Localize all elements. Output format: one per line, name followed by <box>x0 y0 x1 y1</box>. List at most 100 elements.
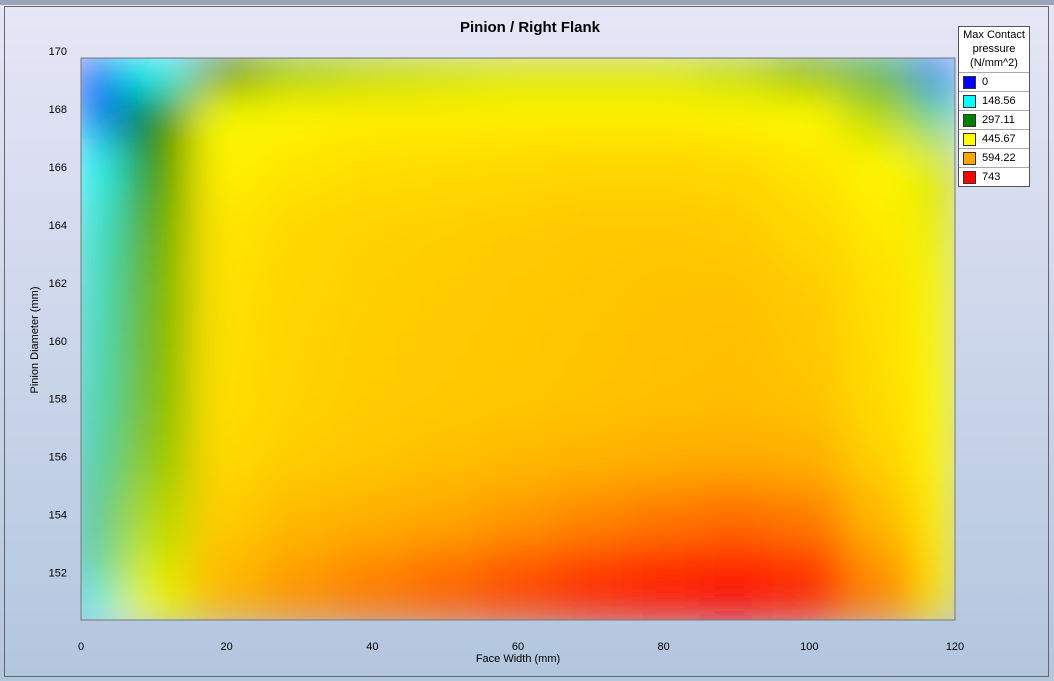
heatmap-cell <box>408 196 483 256</box>
heatmap-cell <box>553 428 628 488</box>
heatmap-cell <box>626 138 701 198</box>
heatmap-cell <box>408 590 483 620</box>
heatmap <box>81 58 955 620</box>
legend-entry: 743 <box>959 167 1029 186</box>
heatmap-cell <box>918 196 955 256</box>
heatmap-cell <box>335 428 410 488</box>
y-tick-label: 170 <box>49 46 67 58</box>
y-tick-label: 156 <box>49 452 67 464</box>
heatmap-cell <box>845 196 920 256</box>
heatmap-cell <box>81 254 118 314</box>
heatmap-cell <box>189 90 264 140</box>
heatmap-cell <box>481 58 555 92</box>
heatmap-cell <box>626 312 701 372</box>
heatmap-cell <box>481 138 555 198</box>
heatmap-cell <box>481 486 555 546</box>
heatmap-cell <box>772 590 847 620</box>
heatmap-cell <box>408 370 483 430</box>
legend-entry: 148.56 <box>959 91 1029 110</box>
y-tick-label: 160 <box>49 336 67 348</box>
heatmap-cell <box>918 590 955 620</box>
heatmap-cell <box>408 254 483 314</box>
heatmap-cell <box>553 312 628 372</box>
heatmap-cell <box>262 196 337 256</box>
heatmap-cell <box>699 428 774 488</box>
heatmap-cell <box>335 486 410 546</box>
legend-label: 148.56 <box>982 95 1016 107</box>
heatmap-cell <box>408 544 483 592</box>
heatmap-cell <box>335 138 410 198</box>
heatmap-cell <box>553 196 628 256</box>
heatmap-cell <box>699 254 774 314</box>
heatmap-cell <box>845 138 920 198</box>
heatmap-cell <box>553 544 628 592</box>
heatmap-cell <box>335 544 410 592</box>
heatmap-cell <box>189 590 264 620</box>
heatmap-cell <box>189 58 264 92</box>
heatmap-cell <box>189 486 264 546</box>
heatmap-cell <box>189 138 264 198</box>
legend: Max Contact pressure (N/mm^2) 0 148.56 297… <box>958 26 1030 187</box>
heatmap-cell <box>699 486 774 546</box>
heatmap-cell <box>262 254 337 314</box>
heatmap-cell <box>81 312 118 372</box>
y-tick-label: 158 <box>49 394 67 406</box>
y-tick-label: 164 <box>49 220 67 232</box>
heatmap-cell <box>772 544 847 592</box>
heatmap-cell <box>918 370 955 430</box>
heatmap-cell <box>335 196 410 256</box>
tab-strip <box>0 0 1054 5</box>
legend-swatch <box>963 151 976 165</box>
legend-title: Max Contact pressure (N/mm^2) <box>963 29 1025 69</box>
heatmap-cell <box>262 590 337 620</box>
heatmap-cell <box>408 486 483 546</box>
heatmap-cell <box>699 58 774 92</box>
heatmap-cell <box>626 90 701 140</box>
heatmap-cell <box>845 370 920 430</box>
legend-label: 743 <box>982 171 1001 183</box>
heatmap-cell <box>189 254 264 314</box>
heatmap-cell <box>116 58 191 92</box>
heatmap-cell <box>481 196 555 256</box>
heatmap-cell <box>845 90 920 140</box>
heatmap-cell <box>116 138 191 198</box>
legend-swatch <box>963 113 976 127</box>
heatmap-cell <box>481 590 555 620</box>
heatmap-cell <box>699 590 774 620</box>
heatmap-cell <box>626 370 701 430</box>
x-tick-label: 0 <box>78 641 84 653</box>
heatmap-cell <box>116 312 191 372</box>
heatmap-cell <box>116 590 191 620</box>
heatmap-cell <box>481 254 555 314</box>
heatmap-cell <box>918 58 955 92</box>
heatmap-cell <box>772 370 847 430</box>
x-tick-label: 100 <box>800 641 818 653</box>
legend-label: 445.67 <box>982 133 1016 145</box>
heatmap-cell <box>116 370 191 430</box>
heatmap-cell <box>772 428 847 488</box>
legend-label: 0 <box>982 76 989 88</box>
legend-label: 297.11 <box>982 114 1015 126</box>
heatmap-cell <box>699 138 774 198</box>
heatmap-cell <box>81 486 118 546</box>
x-tick-label: 80 <box>658 641 670 653</box>
heatmap-cell <box>772 196 847 256</box>
heatmap-cell <box>918 254 955 314</box>
heatmap-cell <box>553 486 628 546</box>
x-tick-label: 120 <box>946 641 964 653</box>
heatmap-cell <box>699 370 774 430</box>
heatmap-cell <box>335 370 410 430</box>
heatmap-cell <box>918 90 955 140</box>
legend-swatch <box>963 170 976 184</box>
heatmap-cell <box>262 544 337 592</box>
x-tick-label: 40 <box>366 641 378 653</box>
y-axis-label: Pinion Diameter (mm) <box>29 287 41 394</box>
heatmap-cell <box>116 90 191 140</box>
heatmap-cell <box>626 58 701 92</box>
heatmap-cell <box>335 312 410 372</box>
heatmap-cell <box>189 312 264 372</box>
heatmap-cell <box>553 138 628 198</box>
heatmap-cell <box>262 428 337 488</box>
